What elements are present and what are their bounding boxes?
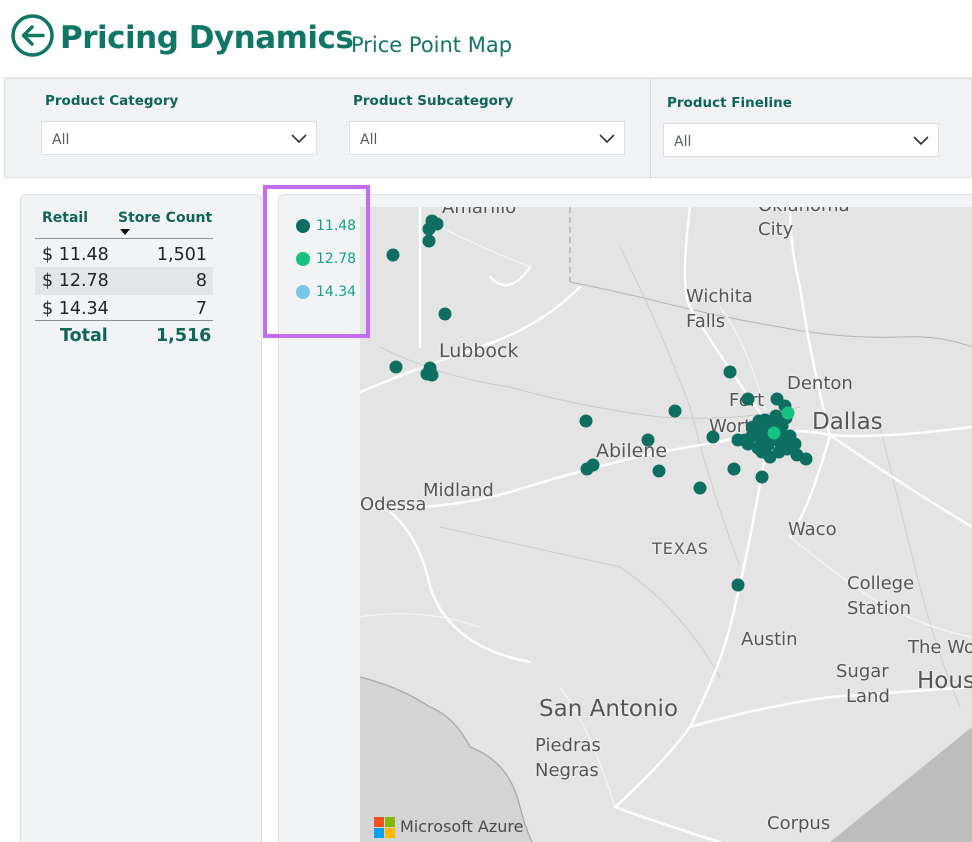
store-count-cell: 1,501 [156,245,207,265]
legend-label: 12.78 [316,251,357,267]
city-label-college: College [847,573,915,594]
sort-descending-icon [120,229,130,235]
filter-label: Product Fineline [667,95,792,111]
dropdown-value: All [360,132,378,148]
table-row[interactable]: $ 14.34 7 [35,295,213,323]
filter-product-subcategory: Product Subcategory All [325,79,645,179]
filter-product-category: Product Category All [5,79,325,179]
column-header-store-count[interactable]: Store Count [118,210,213,226]
price-point-map[interactable]: Amarillo Oklahoma City Wichita Falls Lub… [360,207,972,842]
city-label-piedras: Piedras [535,735,601,756]
dropdown-value: All [674,134,692,150]
store-count-cell: 8 [195,271,207,291]
city-label-wichita: Wichita [686,286,753,307]
city-label-land: Land [846,686,890,707]
total-divider [35,320,213,321]
city-label-oklahoma: Oklahoma [758,207,850,216]
header-divider [35,238,213,239]
page-title: Pricing Dynamics [60,20,354,56]
attribution-text: Microsoft Azure [400,817,524,836]
chevron-down-icon [291,134,307,144]
city-label-corpus: Corpus [767,813,831,834]
city-label-san-antonio: San Antonio [539,696,679,722]
map-attribution: Microsoft Azure [374,817,523,839]
total-label: Total [60,326,108,346]
retail-store-count-table: Retail Store Count $ 11.48 1,501 $ 12.78… [20,194,262,842]
table-row[interactable]: $ 12.78 8 [35,267,213,295]
product-subcategory-dropdown[interactable]: All [349,121,625,155]
city-label-amarillo: Amarillo [442,207,517,218]
retail-cell: $ 14.34 [42,299,109,319]
city-label-waco: Waco [788,519,837,540]
city-label-odessa: Odessa [360,494,427,515]
city-label-city: City [758,219,794,240]
city-label-sugar: Sugar [836,661,889,682]
legend-dot [296,219,310,233]
city-label-worth: Worth [709,416,763,437]
filter-label: Product Category [45,93,179,109]
city-label-austin: Austin [741,629,798,650]
city-label-fort: Fort [729,390,765,411]
report-header: Pricing Dynamics Price Point Map [0,0,972,78]
filter-label: Product Subcategory [353,93,514,109]
total-value: 1,516 [156,326,212,346]
legend-label: 14.34 [316,284,357,300]
map-base [360,207,972,842]
product-category-dropdown[interactable]: All [41,121,317,155]
city-label-denton: Denton [787,373,853,394]
legend-dot [296,285,310,299]
city-label-station: Station [847,598,911,619]
city-label-negras: Negras [535,760,599,781]
back-arrow-icon [11,14,54,57]
chevron-down-icon [913,136,929,146]
filter-bar: Product Category All Product Subcategory… [4,78,972,179]
city-label-lubbock: Lubbock [439,340,519,362]
city-label-dallas: Dallas [812,409,883,435]
city-label-midland: Midland [423,480,494,501]
table-row[interactable]: $ 11.48 1,501 [35,241,213,269]
page-subtitle: Price Point Map [351,33,513,57]
dropdown-value: All [52,132,70,148]
legend-label: 11.48 [316,218,357,234]
retail-cell: $ 12.78 [42,271,109,291]
chevron-down-icon [599,134,615,144]
city-label-the-woodlands: The Wo [908,637,972,658]
microsoft-logo-icon [374,817,395,838]
city-label-abilene: Abilene [596,440,668,462]
retail-cell: $ 11.48 [42,245,109,265]
region-label-texas: TEXAS [652,539,709,558]
legend-dot [296,252,310,266]
column-header-retail[interactable]: Retail [42,210,89,226]
filter-divider [650,79,651,179]
map-legend: 11.48 12.78 14.34 [263,185,370,338]
product-fineline-dropdown[interactable]: All [663,123,939,157]
filter-product-fineline: Product Fineline All [651,79,972,179]
city-label-falls: Falls [686,311,726,332]
store-count-cell: 7 [195,299,207,319]
city-label-houston: Hous [917,668,972,694]
back-button[interactable] [10,13,55,58]
